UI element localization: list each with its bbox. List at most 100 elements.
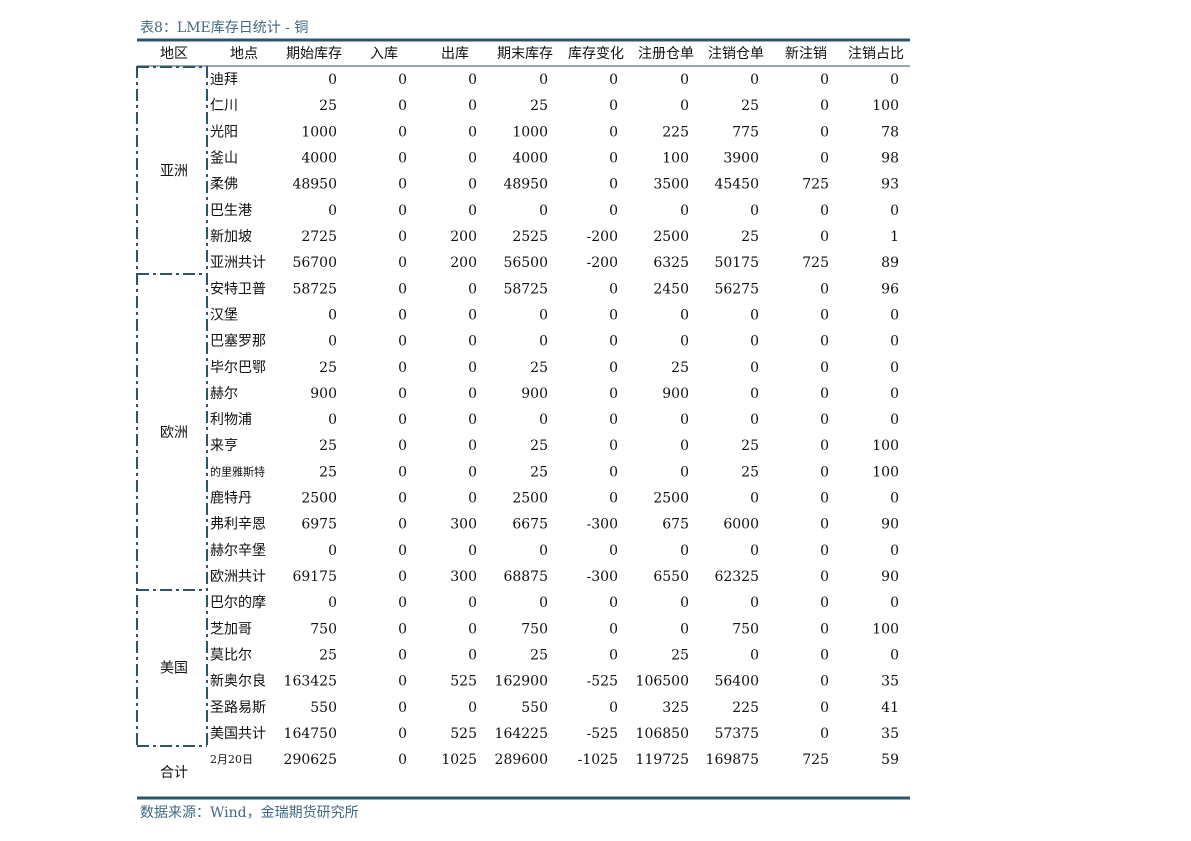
number-cell: -1025: [578, 752, 618, 768]
number-cell: -525: [587, 674, 618, 690]
number-cell: 0: [820, 124, 829, 140]
number-cell: 100: [662, 150, 689, 166]
number-cell: 1025: [441, 752, 477, 768]
number-cell: 0: [609, 281, 618, 297]
number-cell: 0: [398, 726, 407, 742]
number-cell: 90: [881, 517, 899, 533]
number-cell: 0: [398, 595, 407, 611]
number-cell: 0: [890, 543, 899, 559]
number-cell: 25: [530, 438, 548, 454]
place-cell: 美国共计: [210, 726, 266, 742]
number-cell: 0: [398, 334, 407, 350]
number-cell: 6325: [653, 255, 689, 271]
number-cell: 0: [398, 281, 407, 297]
number-cell: 200: [450, 229, 477, 245]
number-cell: 0: [890, 307, 899, 323]
number-cell: 0: [609, 543, 618, 559]
number-cell: 0: [750, 334, 759, 350]
column-header: 库存变化: [568, 46, 624, 62]
number-cell: 0: [468, 438, 477, 454]
place-cell: 安特卫普: [210, 281, 266, 297]
number-cell: 0: [680, 621, 689, 637]
number-cell: 550: [521, 700, 548, 716]
number-cell: 0: [609, 412, 618, 428]
number-cell: 89: [881, 255, 899, 271]
place-cell: 莫比尔: [210, 648, 252, 664]
number-cell: 50175: [714, 255, 759, 271]
place-cell: 巴塞罗那: [210, 333, 266, 350]
number-cell: 0: [398, 177, 407, 193]
source-note: 数据来源：Wind，金瑞期货研究所: [140, 804, 359, 821]
number-cell: 0: [820, 595, 829, 611]
number-cell: 25: [671, 360, 689, 376]
number-cell: 1000: [301, 124, 337, 140]
number-cell: 25: [319, 360, 337, 376]
number-cell: 0: [820, 360, 829, 376]
number-cell: 56500: [503, 255, 548, 271]
number-cell: 0: [680, 438, 689, 454]
number-cell: 750: [310, 621, 337, 637]
number-cell: 2450: [653, 281, 689, 297]
number-cell: 325: [662, 700, 689, 716]
number-cell: -200: [587, 229, 618, 245]
number-cell: -525: [587, 726, 618, 742]
number-cell: 41: [881, 700, 899, 716]
number-cell: 25: [741, 438, 759, 454]
region-label: 亚洲: [160, 164, 188, 180]
number-cell: 0: [750, 72, 759, 88]
number-cell: 163425: [284, 674, 337, 690]
number-cell: 0: [609, 595, 618, 611]
number-cell: 900: [662, 386, 689, 402]
column-header: 注销仓单: [708, 46, 764, 62]
column-header: 注销占比: [848, 46, 904, 62]
number-cell: -300: [587, 517, 618, 533]
number-cell: 0: [539, 595, 548, 611]
number-cell: 750: [732, 621, 759, 637]
number-cell: 0: [398, 621, 407, 637]
number-cell: 0: [680, 464, 689, 480]
number-cell: 0: [328, 543, 337, 559]
number-cell: 290625: [284, 752, 337, 768]
number-cell: 0: [609, 464, 618, 480]
number-cell: 0: [468, 700, 477, 716]
place-cell: 迪拜: [210, 72, 238, 88]
number-cell: 2500: [653, 491, 689, 507]
number-cell: 2500: [301, 491, 337, 507]
table-title: 表8：LME库存日统计 - 铜: [140, 20, 308, 36]
number-cell: 25: [671, 648, 689, 664]
number-cell: 0: [890, 595, 899, 611]
number-cell: 0: [398, 203, 407, 219]
number-cell: 164225: [495, 726, 548, 742]
number-cell: 0: [609, 360, 618, 376]
number-cell: 58725: [292, 281, 337, 297]
number-cell: 0: [468, 98, 477, 114]
number-cell: 0: [468, 621, 477, 637]
place-cell: 仁川: [210, 98, 238, 114]
number-cell: 775: [732, 124, 759, 140]
number-cell: 45450: [714, 177, 759, 193]
place-cell: 鹿特丹: [210, 490, 252, 507]
number-cell: 725: [802, 177, 829, 193]
number-cell: 0: [468, 464, 477, 480]
number-cell: 0: [398, 491, 407, 507]
number-cell: 0: [820, 281, 829, 297]
number-cell: 69175: [292, 569, 337, 585]
number-cell: 0: [468, 177, 477, 193]
number-cell: 0: [468, 334, 477, 350]
place-cell: 2月20日: [210, 753, 253, 766]
number-cell: -300: [587, 569, 618, 585]
number-cell: 725: [802, 255, 829, 271]
number-cell: 1: [890, 229, 899, 245]
number-cell: 0: [398, 307, 407, 323]
number-cell: 0: [328, 307, 337, 323]
number-cell: 106500: [636, 674, 689, 690]
number-cell: 0: [398, 752, 407, 768]
number-cell: 0: [468, 595, 477, 611]
number-cell: 100: [872, 98, 899, 114]
number-cell: 162900: [495, 674, 548, 690]
place-cell: 柔佛: [210, 177, 238, 193]
number-cell: -200: [587, 255, 618, 271]
number-cell: 4000: [512, 150, 548, 166]
number-cell: 0: [750, 203, 759, 219]
number-cell: 0: [820, 674, 829, 690]
